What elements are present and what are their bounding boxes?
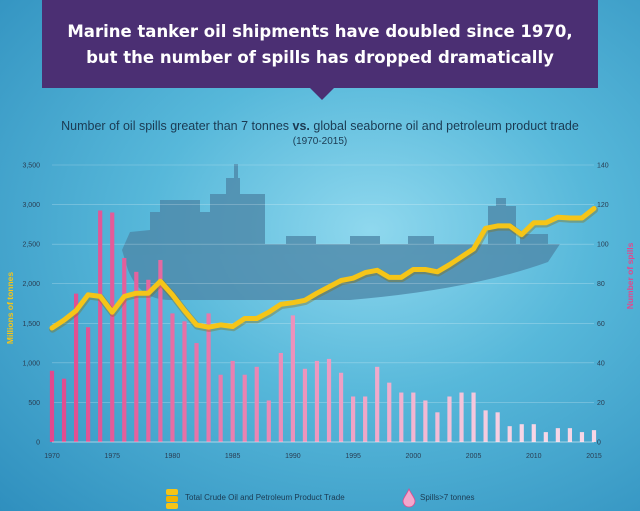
left-axis-tick-label: 1,500 (22, 321, 40, 328)
trade-line (49, 206, 597, 331)
spill-bar (375, 366, 380, 442)
spill-bar (543, 432, 548, 442)
x-axis-tick-label: 1970 (44, 453, 60, 460)
headline-line-1: Marine tanker oil shipments have doubled… (67, 22, 573, 41)
tanker-ship-silhouette (122, 164, 560, 300)
x-axis-ticks: 1970 1975 1980 1985 1990 1995 2000 2005 2010 2015 (44, 441, 602, 460)
spill-bar (567, 428, 573, 442)
spill-bar (387, 382, 392, 442)
oil-barrels-icon (166, 489, 178, 509)
x-axis-tick-label: 2000 (406, 453, 422, 460)
spill-bar (399, 392, 404, 442)
right-axis-tick-label: 100 (597, 242, 609, 249)
spill-bar (555, 428, 560, 442)
x-axis-tick-label: 1980 (165, 453, 181, 460)
right-axis-ticks: 0 20 40 60 80 100 120 140 (597, 163, 609, 447)
left-axis-tick-label: 2,000 (22, 281, 40, 288)
legend-spills-label: Spills>7 tonnes (420, 493, 475, 502)
oil-drop-icon (402, 488, 416, 508)
subtitle-text-before: Number of oil spills greater than 7 tonn… (61, 119, 293, 133)
headline-line-2: but the number of spills has dropped dra… (86, 48, 554, 67)
right-axis-tick-label: 140 (597, 163, 609, 170)
headline: Marine tanker oil shipments have doubled… (42, 19, 598, 71)
spill-bar (363, 396, 368, 442)
spill-bar (495, 412, 500, 442)
left-axis-tick-label: 3,500 (22, 163, 40, 170)
left-axis-tick-label: 3,000 (22, 202, 40, 209)
chart-year-range: (1970-2015) (292, 136, 348, 147)
spill-bar (182, 321, 187, 442)
spill-bar (591, 430, 597, 442)
spill-bar (158, 259, 163, 442)
left-axis-tick-label: 0 (36, 440, 40, 447)
spill-bar (86, 327, 91, 442)
spill-bar (507, 426, 512, 442)
spill-bar (459, 392, 464, 442)
right-axis-tick-label: 40 (597, 360, 605, 367)
x-axis-tick-label: 1985 (225, 453, 241, 460)
spill-bar (122, 257, 127, 442)
x-axis-tick-label: 1975 (104, 453, 120, 460)
headline-banner (42, 0, 598, 88)
spill-bar (242, 374, 247, 442)
spill-bar (146, 279, 151, 442)
spill-bar (351, 396, 356, 442)
spill-bar (435, 412, 440, 442)
spill-bar (447, 396, 452, 442)
spill-bar (98, 210, 103, 442)
spill-bar (61, 378, 67, 442)
legend-trade-label: Total Crude Oil and Petroleum Product Tr… (185, 493, 345, 502)
x-axis-tick-label: 2005 (466, 453, 482, 460)
spill-bar (290, 315, 295, 442)
spill-bar (73, 293, 79, 442)
left-axis-tick-label: 2,500 (22, 242, 40, 249)
right-axis-tick-label: 0 (597, 440, 601, 447)
spill-bar (338, 372, 344, 442)
spill-bar (206, 313, 211, 442)
x-axis-tick-label: 1990 (285, 453, 301, 460)
trade-line-group (49, 206, 599, 333)
spill-bar (531, 424, 536, 442)
spill-bar (49, 370, 55, 442)
spill-bar (278, 352, 283, 442)
spill-bar (254, 366, 259, 442)
spill-bar (483, 410, 488, 442)
right-axis-tick-label: 20 (597, 400, 605, 407)
spill-bar (519, 424, 524, 442)
spill-bar (471, 392, 476, 442)
spill-bar (110, 212, 115, 442)
spill-bar (134, 271, 139, 442)
spill-bar (423, 400, 428, 442)
x-axis-tick-label: 2010 (526, 453, 542, 460)
spill-bar (230, 360, 235, 442)
spill-bar (218, 374, 223, 442)
spill-bar (314, 360, 320, 442)
spill-bar (302, 368, 308, 442)
spill-bar (579, 432, 585, 442)
headline-banner-pointer (308, 86, 336, 100)
right-axis-tick-label: 60 (597, 321, 605, 328)
left-axis-tick-label: 1,000 (22, 360, 40, 367)
left-axis-title: Millions of tonnes (5, 272, 15, 345)
right-axis-tick-label: 120 (597, 202, 609, 209)
spill-bar (170, 313, 175, 442)
subtitle-text-after: global seaborne oil and petroleum produc… (309, 119, 579, 133)
spill-bar (326, 358, 332, 442)
spill-bar (266, 400, 271, 442)
right-axis-tick-label: 80 (597, 281, 605, 288)
spill-bar (411, 392, 416, 442)
x-axis-tick-label: 2015 (586, 453, 602, 460)
left-axis-ticks: 0 500 1,000 1,500 2,000 2,500 3,000 3,500 (22, 163, 40, 447)
spill-bar (194, 343, 199, 442)
x-axis-tick-label: 1995 (345, 453, 361, 460)
left-axis-tick-label: 500 (28, 400, 40, 407)
chart-subtitle: Number of oil spills greater than 7 tonn… (0, 119, 640, 133)
right-axis-title: Number of spills (625, 242, 635, 309)
spill-bars (49, 210, 597, 442)
subtitle-vs: vs. (292, 119, 310, 133)
